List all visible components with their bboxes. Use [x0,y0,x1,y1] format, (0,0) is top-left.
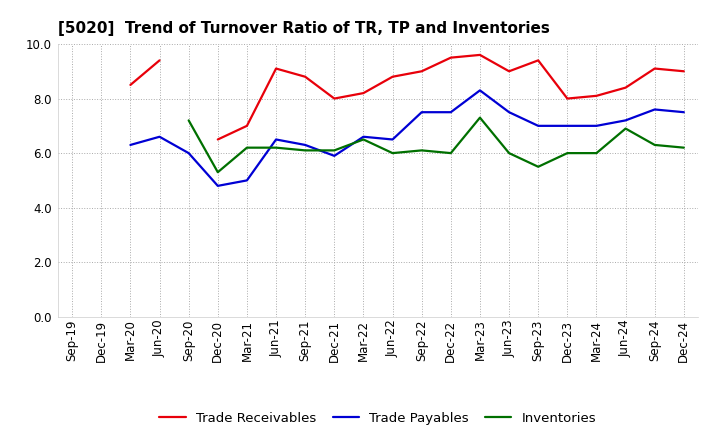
Inventories [505,150,513,156]
Line: Trade Payables: Trade Payables [130,90,684,186]
Trade Payables [184,150,193,156]
Inventories [271,145,280,150]
Inventories [650,142,659,147]
Inventories [446,150,455,156]
Inventories [563,150,572,156]
Inventories [534,164,543,169]
Legend: Trade Receivables, Trade Payables, Inventories: Trade Receivables, Trade Payables, Inven… [160,412,596,425]
Trade Payables [156,134,164,139]
Inventories [359,137,368,142]
Trade Payables [476,88,485,93]
Trade Payables [680,110,688,115]
Inventories [418,148,426,153]
Inventories [680,145,688,150]
Trade Payables [418,110,426,115]
Trade Payables [330,153,338,158]
Text: [5020]  Trend of Turnover Ratio of TR, TP and Inventories: [5020] Trend of Turnover Ratio of TR, TP… [58,21,549,36]
Trade Payables [271,137,280,142]
Trade Payables [301,142,310,147]
Trade Payables [621,118,630,123]
Trade Payables [563,123,572,128]
Trade Payables [650,107,659,112]
Trade Payables [592,123,600,128]
Inventories [184,118,193,123]
Inventories [592,150,600,156]
Trade Payables [126,142,135,147]
Inventories [476,115,485,120]
Trade Receivables [156,58,164,63]
Inventories [243,145,251,150]
Trade Payables [446,110,455,115]
Inventories [301,148,310,153]
Trade Payables [359,134,368,139]
Inventories [213,169,222,175]
Trade Payables [243,178,251,183]
Line: Inventories: Inventories [189,117,684,172]
Trade Payables [505,110,513,115]
Inventories [388,150,397,156]
Trade Payables [534,123,543,128]
Inventories [621,126,630,131]
Line: Trade Receivables: Trade Receivables [130,60,160,85]
Trade Payables [213,183,222,188]
Trade Receivables [126,82,135,88]
Trade Payables [388,137,397,142]
Inventories [330,148,338,153]
